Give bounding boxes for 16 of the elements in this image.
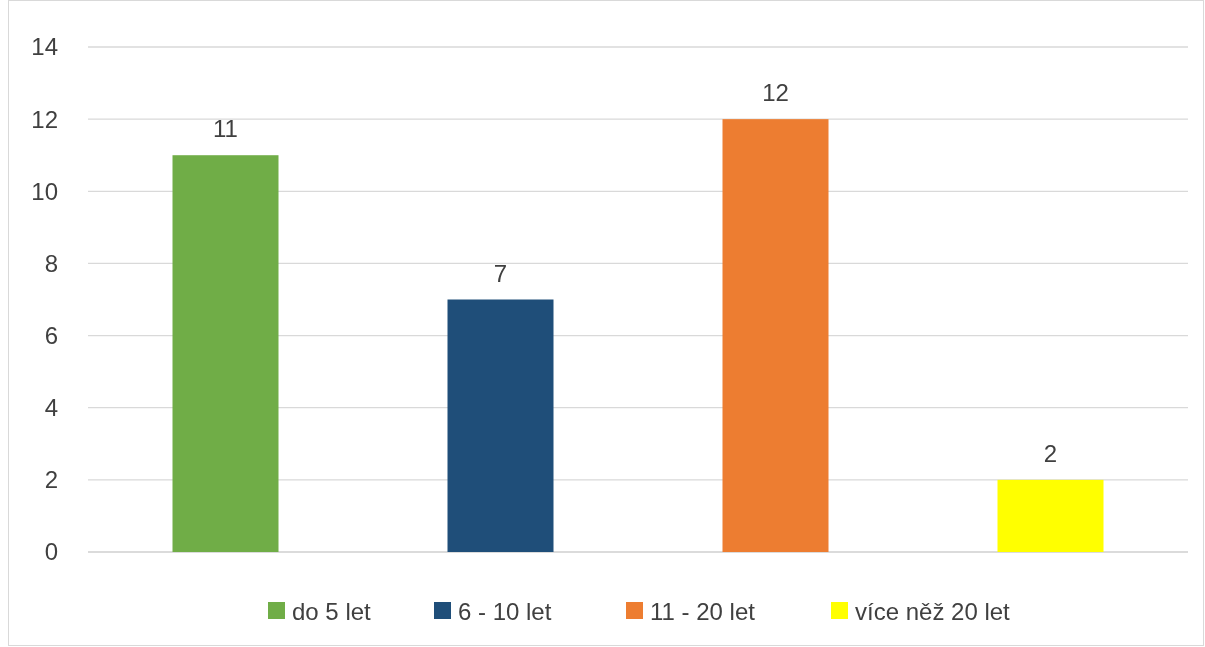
y-tick-label: 0 [44, 538, 58, 566]
y-tick-label: 14 [31, 33, 58, 61]
data-label: 2 [1043, 439, 1058, 467]
legend-label: více něž 20 let [855, 598, 1011, 626]
y-tick-label: 4 [44, 394, 58, 422]
y-tick-label: 10 [31, 177, 58, 205]
legend-label: do 5 let [292, 598, 372, 626]
legend-label: 11 - 20 let [650, 598, 756, 626]
data-label: 7 [493, 259, 508, 287]
y-tick-label: 8 [44, 249, 58, 277]
y-tick-label: 6 [44, 321, 58, 349]
legend-label: 6 - 10 let [458, 598, 552, 626]
data-label: 12 [762, 79, 789, 107]
y-tick-label: 2 [44, 466, 58, 494]
data-label: 11 [213, 115, 238, 143]
y-tick-label: 12 [31, 105, 58, 133]
